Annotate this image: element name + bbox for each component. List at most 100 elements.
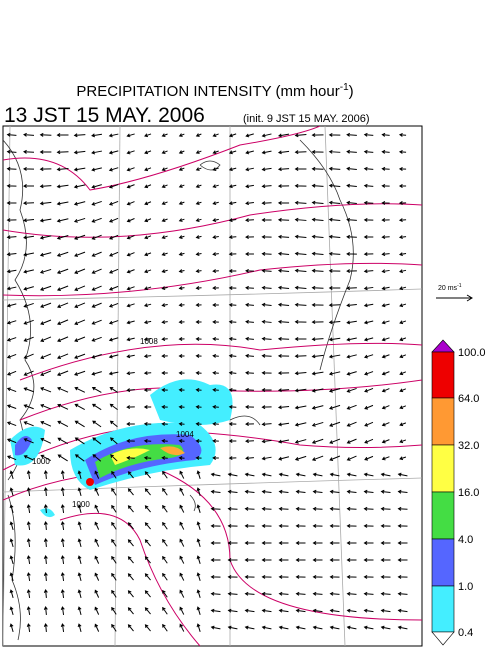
wind-arrow xyxy=(6,235,17,240)
wind-arrow xyxy=(60,470,65,480)
wind-arrow xyxy=(144,235,152,240)
wind-arrow xyxy=(6,201,17,205)
wind-arrow xyxy=(91,200,102,206)
wind-arrow xyxy=(144,252,152,257)
wind-arrow xyxy=(346,506,357,511)
wind-arrow xyxy=(144,522,151,530)
wind-arrow xyxy=(210,574,221,579)
wind-arrow xyxy=(261,150,272,155)
wind-arrow xyxy=(162,606,168,615)
wind-arrow xyxy=(329,404,341,410)
wind-arrow xyxy=(23,302,34,308)
wind-arrow xyxy=(9,487,14,496)
wind-arrow xyxy=(161,303,168,308)
wind-arrow xyxy=(73,133,86,138)
wind-arrow xyxy=(43,555,48,565)
wind-arrow xyxy=(77,538,82,547)
wind-arrow xyxy=(162,521,168,530)
wind-arrow xyxy=(329,421,341,427)
wind-arrow xyxy=(77,521,82,530)
wind-arrow xyxy=(278,591,289,596)
scale-vector-superscript: -1 xyxy=(457,283,462,289)
wind-arrow xyxy=(60,538,65,548)
wind-arrow xyxy=(261,388,272,392)
wind-arrow xyxy=(294,150,307,155)
wind-arrow xyxy=(261,625,272,630)
colorbar-under xyxy=(431,631,455,646)
wind-arrow xyxy=(245,370,254,375)
wind-arrow xyxy=(108,133,119,138)
wind-arrow xyxy=(380,608,391,613)
wind-arrow xyxy=(398,201,407,206)
wind-arrow xyxy=(43,487,48,497)
wind-arrow xyxy=(295,608,306,613)
wind-arrow xyxy=(212,167,219,172)
wind-arrow xyxy=(26,504,31,514)
wind-arrow xyxy=(294,319,307,324)
wind-arrow xyxy=(261,591,272,596)
wind-arrow xyxy=(144,269,152,274)
colorbar-label: 32.0 xyxy=(458,440,479,452)
wind-arrow xyxy=(261,218,272,222)
wind-arrow xyxy=(111,521,117,530)
wind-arrow xyxy=(6,455,17,461)
wind-arrow xyxy=(311,455,324,461)
wind-arrow xyxy=(195,456,202,460)
wind-arrow xyxy=(328,132,341,137)
wind-arrow xyxy=(56,268,69,274)
wind-arrow xyxy=(126,133,135,138)
wind-arrow xyxy=(43,538,48,548)
wind-arrow xyxy=(261,285,272,290)
wind-arrow xyxy=(127,539,134,547)
wind-arrow xyxy=(380,523,391,528)
wind-arrow xyxy=(43,470,48,480)
wind-arrow xyxy=(346,166,357,171)
wind-arrow xyxy=(91,403,102,411)
wind-arrow xyxy=(228,218,237,223)
wind-arrow xyxy=(127,590,134,598)
wind-arrow xyxy=(57,319,69,326)
wind-arrow xyxy=(178,320,185,324)
isobar-label: 1004 xyxy=(176,430,194,439)
wind-arrow xyxy=(278,558,289,562)
wind-arrow xyxy=(162,538,168,547)
wind-arrow xyxy=(228,370,237,375)
wind-arrow xyxy=(346,234,357,239)
wind-arrow xyxy=(6,269,17,274)
wind-arrow xyxy=(245,353,254,358)
wind-arrow xyxy=(196,623,201,632)
wind-arrow xyxy=(56,150,69,155)
wind-arrow xyxy=(363,489,374,494)
wind-arrow xyxy=(245,387,254,392)
wind-arrow xyxy=(195,150,202,154)
colorbar-label: 4.0 xyxy=(458,534,473,546)
wind-arrow xyxy=(277,285,290,290)
wind-arrow xyxy=(311,217,324,222)
wind-arrow xyxy=(60,606,65,616)
wind-arrow xyxy=(329,541,340,545)
wind-arrow xyxy=(346,303,357,308)
wind-arrow xyxy=(261,251,272,256)
map: 1008 1004 1000 1000 xyxy=(2,125,423,647)
wind-arrow xyxy=(126,388,135,393)
wind-arrow xyxy=(228,319,237,324)
wind-arrow xyxy=(398,218,407,223)
wind-arrow xyxy=(245,184,254,189)
colorbar-over xyxy=(431,339,455,353)
colorbar-label: 64.0 xyxy=(458,393,479,405)
wind-arrow xyxy=(244,541,255,545)
wind-arrow xyxy=(39,268,52,274)
wind-arrow xyxy=(212,320,219,324)
wind-arrow xyxy=(178,269,185,273)
wind-arrow xyxy=(94,521,100,530)
wind-arrow xyxy=(161,455,168,460)
wind-arrow xyxy=(261,234,272,239)
wind-arrow xyxy=(399,456,407,461)
wind-arrow xyxy=(212,218,219,223)
wind-arrow xyxy=(6,404,17,409)
wind-arrow xyxy=(178,456,185,460)
wind-arrow xyxy=(162,555,168,564)
wind-arrow xyxy=(143,337,152,342)
wind-arrow xyxy=(278,608,289,613)
wind-arrow xyxy=(227,558,238,562)
